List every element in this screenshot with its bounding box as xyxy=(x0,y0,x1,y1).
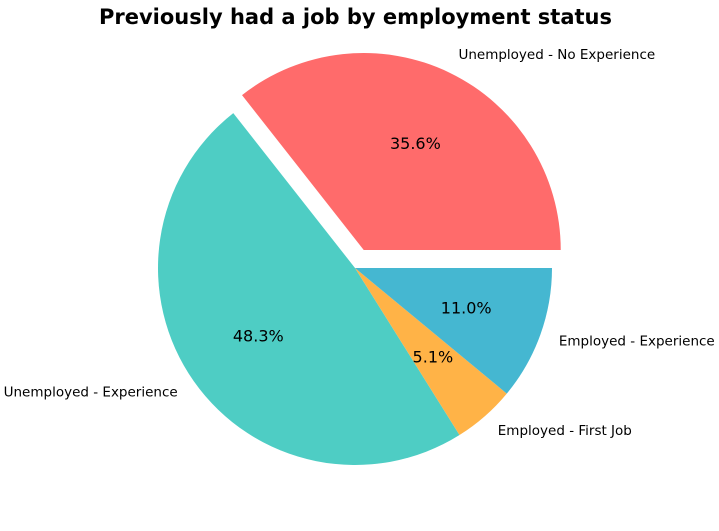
pie-pct-label: 11.0% xyxy=(441,299,492,318)
pie-pct-label: 5.1% xyxy=(413,347,454,366)
pie-pct-label: 35.6% xyxy=(390,134,441,153)
pie-slice-employed-first-job xyxy=(355,268,507,435)
pie-slice-unemployed-no-experience xyxy=(242,53,561,251)
pie-slice-employed-experience xyxy=(355,268,552,394)
chart-title: Previously had a job by employment statu… xyxy=(99,5,612,29)
pie-category-label: Employed - First Job xyxy=(498,423,632,439)
pie-category-label: Unemployed - Experience xyxy=(4,385,178,401)
pie-category-label: Unemployed - No Experience xyxy=(458,47,655,63)
pie-pct-label: 48.3% xyxy=(233,326,284,345)
pie-slice-unemployed-experience xyxy=(158,113,460,465)
pie-category-label: Employed - Experience xyxy=(559,333,715,349)
